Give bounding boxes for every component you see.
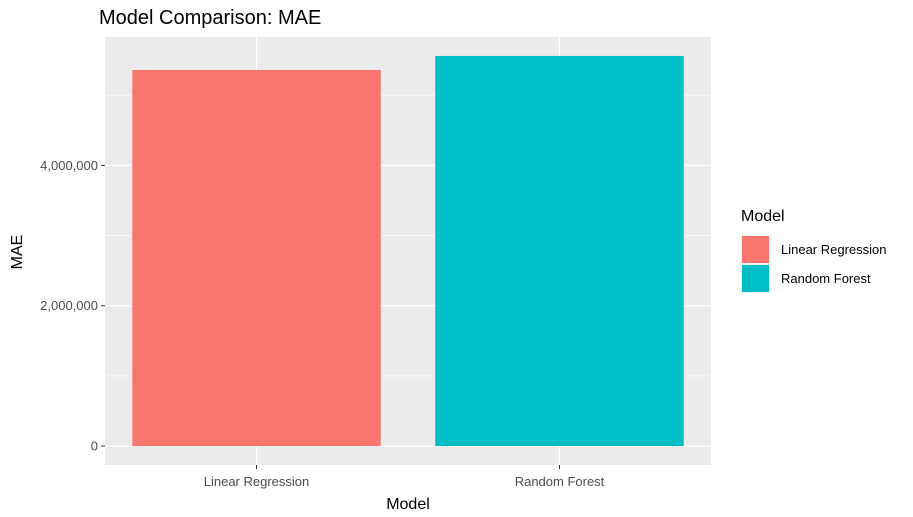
y-axis: 0 2,000,000 4,000,000 — [40, 158, 105, 454]
x-tick-label: Linear Regression — [204, 474, 310, 489]
y-axis-title: MAE — [9, 235, 26, 270]
bars — [132, 55, 684, 447]
bar-linear-regression — [132, 69, 381, 447]
y-tick-label: 4,000,000 — [40, 158, 98, 173]
x-axis-title: Model — [386, 496, 430, 513]
legend-swatch — [742, 236, 769, 263]
chart-title: Model Comparison: MAE — [99, 7, 321, 29]
y-tick-label: 2,000,000 — [40, 298, 98, 313]
x-axis: Linear Regression Random Forest — [204, 465, 605, 489]
legend-label: Random Forest — [781, 271, 871, 286]
bar-random-forest — [435, 55, 684, 447]
legend-swatch — [742, 265, 769, 292]
legend-title: Model — [741, 208, 785, 225]
y-tick-label: 0 — [91, 439, 98, 454]
legend-label: Linear Regression — [781, 242, 887, 257]
legend: Model Linear Regression Random Forest — [741, 208, 887, 293]
x-tick-label: Random Forest — [515, 474, 605, 489]
